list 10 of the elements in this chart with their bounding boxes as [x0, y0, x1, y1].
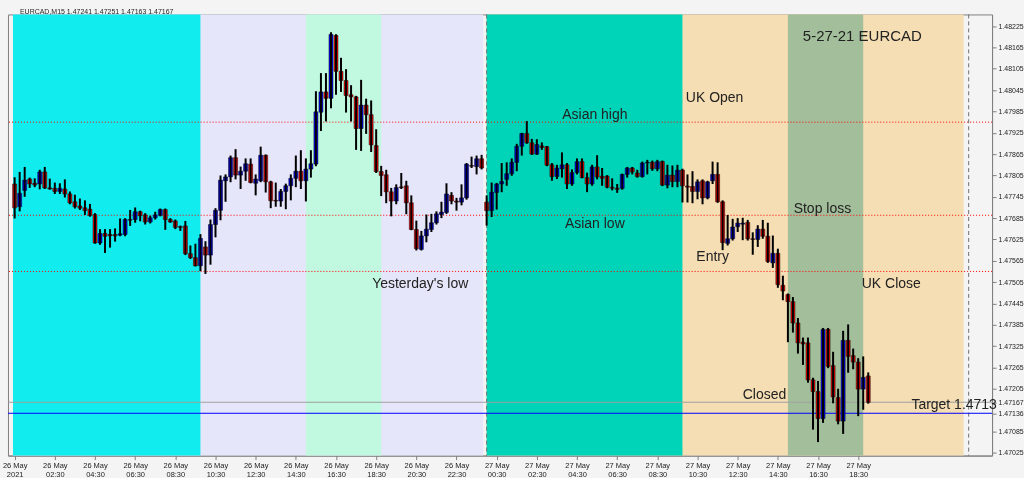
- annotation: Stop loss: [793, 200, 852, 217]
- annotation: Target 1.4713: [911, 395, 998, 412]
- annotation: Entry: [696, 247, 729, 264]
- annotation: UK Close: [861, 274, 921, 291]
- annotation: Asian high: [562, 106, 628, 123]
- annotation: Asian low: [564, 215, 626, 232]
- text: 5-27-21 EURCAD: [802, 27, 922, 45]
- annotation: Yesterday's low: [372, 274, 470, 291]
- annotation: UK Open: [685, 89, 744, 106]
- annotation: Closed: [742, 385, 787, 402]
